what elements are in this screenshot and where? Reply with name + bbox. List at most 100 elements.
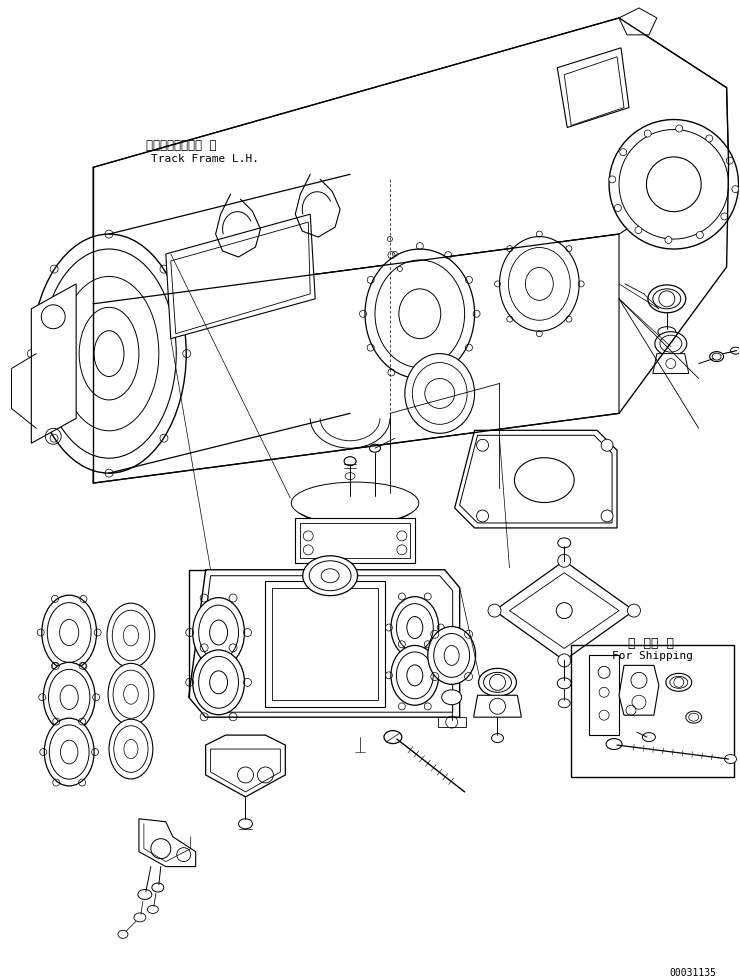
Polygon shape <box>295 518 415 563</box>
Text: 運  搬部  品: 運 搬部 品 <box>628 638 674 651</box>
Polygon shape <box>139 818 195 866</box>
Ellipse shape <box>138 890 152 900</box>
Ellipse shape <box>61 740 78 763</box>
Text: トラックフレーム  左: トラックフレーム 左 <box>146 139 216 153</box>
Ellipse shape <box>60 619 78 646</box>
Circle shape <box>601 439 613 451</box>
Ellipse shape <box>50 725 89 779</box>
Ellipse shape <box>491 734 503 743</box>
Ellipse shape <box>303 556 357 596</box>
Ellipse shape <box>558 699 571 708</box>
Ellipse shape <box>209 620 228 645</box>
Ellipse shape <box>60 685 78 710</box>
Circle shape <box>477 510 488 522</box>
Ellipse shape <box>32 234 186 473</box>
Bar <box>589 656 619 735</box>
Ellipse shape <box>113 670 149 718</box>
Polygon shape <box>454 430 617 528</box>
Polygon shape <box>438 717 465 727</box>
Ellipse shape <box>558 538 571 548</box>
Polygon shape <box>619 8 657 35</box>
Ellipse shape <box>399 289 441 339</box>
Ellipse shape <box>557 678 571 689</box>
Ellipse shape <box>730 347 740 354</box>
Ellipse shape <box>407 664 423 686</box>
Circle shape <box>488 604 501 617</box>
Polygon shape <box>31 284 76 443</box>
Ellipse shape <box>192 598 244 667</box>
Ellipse shape <box>147 906 158 913</box>
Ellipse shape <box>686 711 702 723</box>
Circle shape <box>665 236 672 243</box>
Polygon shape <box>474 695 522 717</box>
Ellipse shape <box>609 120 739 249</box>
Polygon shape <box>494 561 634 661</box>
Polygon shape <box>266 581 385 708</box>
Circle shape <box>558 555 571 567</box>
Polygon shape <box>300 523 410 558</box>
Ellipse shape <box>114 726 148 772</box>
Ellipse shape <box>41 595 97 670</box>
Ellipse shape <box>712 353 721 360</box>
Ellipse shape <box>619 129 729 239</box>
Ellipse shape <box>479 668 517 696</box>
Ellipse shape <box>648 285 686 313</box>
Polygon shape <box>619 665 659 715</box>
Ellipse shape <box>109 719 153 779</box>
Ellipse shape <box>666 673 692 691</box>
Ellipse shape <box>309 561 351 591</box>
Ellipse shape <box>405 354 474 433</box>
Polygon shape <box>206 735 286 797</box>
Ellipse shape <box>198 605 238 660</box>
Ellipse shape <box>500 236 579 331</box>
Ellipse shape <box>112 611 149 661</box>
Ellipse shape <box>44 718 94 786</box>
Polygon shape <box>189 569 460 717</box>
Circle shape <box>696 231 704 238</box>
Ellipse shape <box>606 739 622 750</box>
Circle shape <box>726 157 733 164</box>
Ellipse shape <box>483 672 511 692</box>
Ellipse shape <box>124 625 138 646</box>
Polygon shape <box>653 354 689 373</box>
Circle shape <box>614 205 622 212</box>
Circle shape <box>721 213 728 220</box>
Ellipse shape <box>59 276 159 431</box>
Ellipse shape <box>428 626 476 684</box>
Ellipse shape <box>525 268 554 300</box>
Ellipse shape <box>198 657 238 709</box>
Circle shape <box>477 439 488 451</box>
Text: 00031135: 00031135 <box>670 968 716 978</box>
Ellipse shape <box>508 248 571 320</box>
Circle shape <box>635 226 642 233</box>
Ellipse shape <box>94 330 124 376</box>
Polygon shape <box>195 575 453 712</box>
Ellipse shape <box>48 669 90 725</box>
Ellipse shape <box>689 713 699 721</box>
Ellipse shape <box>209 671 228 694</box>
Ellipse shape <box>444 646 459 665</box>
Ellipse shape <box>434 633 470 677</box>
Ellipse shape <box>152 883 164 892</box>
Circle shape <box>619 149 627 156</box>
Polygon shape <box>211 749 280 792</box>
Ellipse shape <box>642 733 656 742</box>
Ellipse shape <box>192 650 244 714</box>
Ellipse shape <box>295 487 415 525</box>
Ellipse shape <box>107 603 155 668</box>
Ellipse shape <box>391 646 439 706</box>
Ellipse shape <box>41 249 176 459</box>
Ellipse shape <box>407 616 423 639</box>
Circle shape <box>732 185 739 193</box>
Circle shape <box>151 839 171 858</box>
Ellipse shape <box>124 684 138 705</box>
Ellipse shape <box>108 663 154 725</box>
Circle shape <box>177 848 191 861</box>
Ellipse shape <box>369 444 380 452</box>
Ellipse shape <box>344 457 356 465</box>
Ellipse shape <box>79 308 139 400</box>
Ellipse shape <box>653 289 681 309</box>
Circle shape <box>601 510 613 522</box>
Circle shape <box>706 135 713 142</box>
Ellipse shape <box>658 326 676 337</box>
